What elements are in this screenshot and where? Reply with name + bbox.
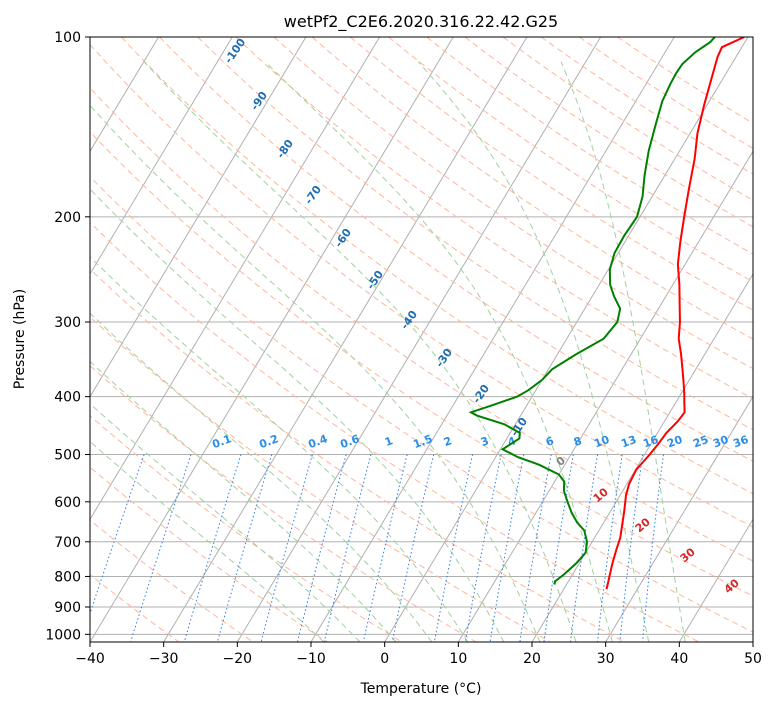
- moist-adiabat-line: [90, 402, 361, 642]
- y-tick-label: 600: [54, 495, 81, 511]
- moist-adiabat-line: [90, 104, 541, 642]
- moist-adiabat-line: [90, 256, 469, 642]
- y-tick-label: 700: [54, 535, 81, 551]
- plot-area: [90, 37, 753, 642]
- mixing-ratio-label: 0.1: [210, 432, 233, 451]
- mixing-ratio-label: 25: [691, 433, 710, 450]
- dry-adiabat-line: [90, 221, 700, 642]
- dry-adiabat-line: [273, 37, 753, 370]
- x-tick-label: 40: [670, 651, 688, 667]
- mixing-ratio-line: [433, 454, 474, 642]
- x-tick-label: 0: [380, 651, 389, 667]
- dry-adiabat-line: [197, 37, 753, 431]
- y-tick-label: 400: [54, 390, 81, 406]
- dry-adiabat-line: [90, 316, 551, 642]
- x-tick-label: 20: [523, 651, 541, 667]
- mixing-ratio-label: 10: [592, 433, 611, 451]
- isotherm-line: [90, 37, 160, 153]
- dry-adiabat-line: [235, 37, 753, 400]
- mixing-ratio-label: 8: [572, 434, 584, 449]
- mixing-ratio-label: 0.2: [257, 432, 280, 451]
- mixing-ratio-line: [464, 454, 502, 642]
- y-tick-label: 900: [54, 600, 81, 616]
- isotherm-line: [90, 37, 381, 521]
- isotherm-line: [90, 37, 454, 642]
- mixing-ratio-line: [323, 454, 372, 642]
- y-tick-label: 100: [54, 30, 81, 46]
- mixing-ratio-line: [130, 454, 192, 642]
- mixing-ratio-line: [391, 454, 435, 642]
- isotherm-line: [310, 37, 675, 642]
- mixing-ratio-line: [619, 454, 644, 642]
- mixing-ratio-label: 13: [619, 433, 638, 450]
- isotherm-line: [605, 395, 753, 642]
- y-axis-ticks: 100 200 300 400 500 600 700 800 900 1000: [45, 30, 90, 643]
- chart-title: wetPf2_C2E6.2020.316.22.42.G25: [284, 12, 558, 32]
- x-tick-label: −40: [75, 651, 105, 667]
- isotherm-line: [90, 37, 233, 275]
- isotherm-line: [531, 272, 753, 642]
- dry-adiabat-line: [90, 87, 753, 562]
- moist-adiabat-line: [143, 61, 577, 642]
- x-tick-label: −20: [223, 651, 253, 667]
- y-tick-label: 200: [54, 210, 81, 226]
- dry-adiabat-line: [540, 37, 753, 175]
- x-tick-label: 10: [449, 651, 467, 667]
- isotherm-line: [90, 37, 307, 398]
- mixing-ratio-label: 30: [711, 433, 730, 451]
- dry-adiabat-line: [90, 268, 625, 642]
- dry-adiabat-line: [426, 37, 753, 255]
- dry-adiabat-line: [90, 176, 753, 633]
- mixing-ratio-line: [362, 454, 408, 642]
- mixing-ratio-line: [90, 454, 145, 615]
- mixing-ratio-label: 2: [442, 434, 454, 449]
- moist-adiabat-line: [264, 61, 613, 642]
- mixing-ratio-label: 0.6: [338, 432, 361, 451]
- mixing-ratio-label: 4: [506, 434, 518, 449]
- mixing-ratio-line: [489, 454, 525, 642]
- mixing-ratio-label: 20: [665, 433, 684, 451]
- temperature-profile-line: [605, 37, 745, 590]
- moist-adiabat-line: [560, 61, 686, 642]
- isotherm-line: [678, 518, 753, 642]
- mixing-ratio-label: 0.4: [306, 432, 329, 451]
- isotherm-line: [457, 150, 753, 642]
- dry-adiabat-line: [464, 37, 753, 228]
- x-tick-label: 30: [597, 651, 615, 667]
- mixing-ratio-label: 6: [544, 434, 556, 449]
- dry-adiabat-line: [90, 43, 753, 528]
- moist-adiabat-line: [417, 61, 650, 642]
- moist-adiabat-line: [90, 188, 505, 642]
- x-axis-label: Temperature (°C): [360, 681, 482, 697]
- dry-adiabat-line: [121, 37, 753, 495]
- isotherm-line: [384, 37, 749, 642]
- mixing-ratio-line: [216, 454, 273, 642]
- x-tick-label: 50: [744, 651, 762, 667]
- dewpoint-profile-line: [468, 37, 716, 585]
- y-tick-label: 500: [54, 448, 81, 464]
- dry-adiabat-line: [90, 131, 753, 597]
- x-axis-ticks: −40 −30 −20 −10 0 10 20 30 40 50: [75, 642, 762, 667]
- x-tick-label: −30: [149, 651, 179, 667]
- plot-frame: [89, 36, 754, 643]
- x-tick-label: −10: [296, 651, 326, 667]
- mixing-ratio-label: 36: [731, 433, 750, 451]
- mixing-ratio-label: 3: [479, 434, 491, 449]
- background-lines: [90, 37, 753, 642]
- y-axis-label: Pressure (hPa): [12, 289, 28, 389]
- moist-adiabat-line: [90, 440, 325, 642]
- y-tick-label: 1000: [45, 627, 81, 643]
- profile-lines: [468, 37, 745, 590]
- mixing-ratio-label: 1.5: [411, 432, 434, 451]
- y-tick-label: 300: [54, 315, 81, 331]
- isotherm-line: [163, 37, 528, 642]
- moist-adiabat-line: [90, 312, 433, 642]
- mixing-ratio-label: 1: [383, 434, 395, 449]
- mixing-ratio-line: [642, 454, 664, 642]
- mixing-ratio-line: [183, 454, 242, 642]
- dry-adiabat-line: [311, 37, 753, 340]
- moist-adiabat-line: [90, 360, 397, 642]
- y-tick-label: 800: [54, 569, 81, 585]
